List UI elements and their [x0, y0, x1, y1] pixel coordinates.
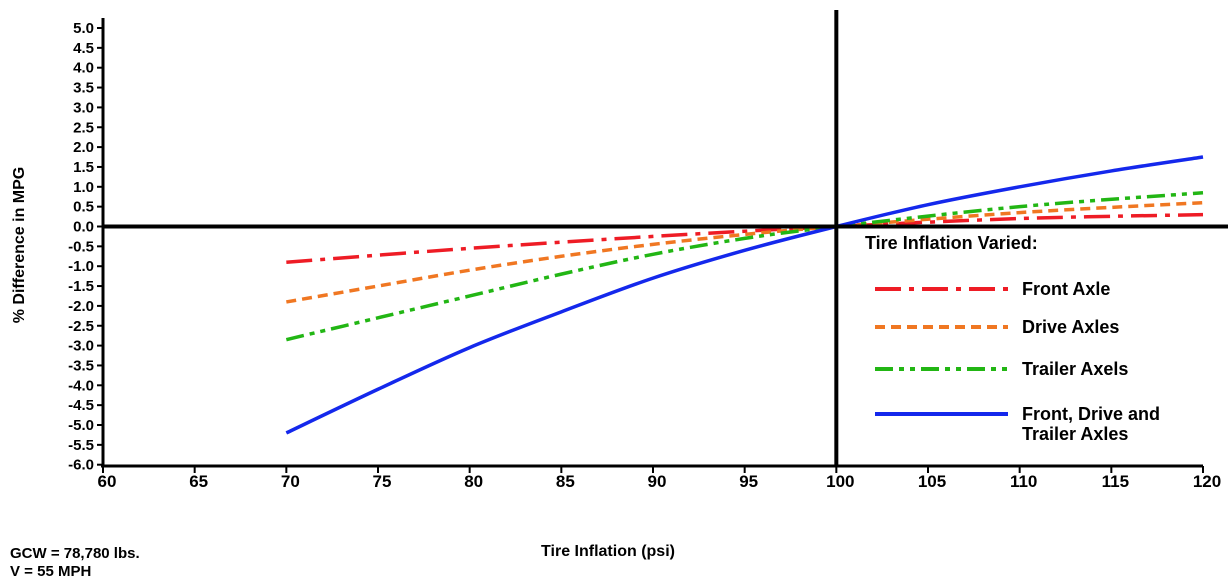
speed-note: V = 55 MPH	[10, 563, 92, 580]
x-tick-label: 100	[826, 472, 854, 491]
x-tick-label: 80	[464, 472, 483, 491]
x-tick-label: 120	[1193, 472, 1221, 491]
y-tick-label: -2.5	[68, 318, 94, 335]
y-tick-label: 0.5	[73, 199, 94, 216]
x-tick-label: 115	[1102, 472, 1129, 491]
series-line-1	[286, 200, 1204, 304]
y-tick-label: 3.0	[73, 99, 94, 116]
x-tick-label: 75	[373, 472, 392, 491]
x-tick-label: 110	[1010, 472, 1037, 491]
legend-title: Tire Inflation Varied:	[865, 233, 1038, 253]
x-axis-label: Tire Inflation (psi)	[541, 543, 675, 560]
y-tick-label: 3.5	[73, 80, 94, 97]
legend-label-2: Trailer Axels	[1022, 359, 1128, 379]
y-tick-label: -5.0	[68, 417, 94, 434]
legend-label-3: Front, Drive and Trailer Axles	[1022, 404, 1160, 444]
x-tick-label: 105	[918, 472, 946, 491]
gcw-note: GCW = 78,780 lbs.	[10, 545, 140, 562]
y-tick-label: 2.5	[73, 119, 94, 136]
x-tick-label: 95	[739, 472, 758, 491]
y-tick-label: -1.5	[68, 278, 94, 295]
x-tick-label: 70	[281, 472, 300, 491]
y-tick-label: -2.0	[68, 298, 94, 315]
y-tick-label: -1.0	[68, 258, 94, 275]
y-tick-label: -6.0	[68, 457, 94, 474]
x-tick-label: 85	[556, 472, 575, 491]
x-tick-label: 90	[648, 472, 667, 491]
y-tick-label: 4.5	[73, 40, 94, 57]
y-tick-label: -5.5	[68, 437, 94, 454]
series-line-3	[285, 155, 1204, 435]
y-tick-label: 2.0	[73, 139, 94, 156]
y-tick-label: 4.0	[73, 60, 94, 77]
y-tick-label: -4.0	[68, 377, 94, 394]
series-line-2	[285, 191, 1204, 342]
y-tick-label: -3.0	[68, 338, 94, 355]
x-tick-label: 65	[189, 472, 208, 491]
y-tick-label: -4.5	[68, 397, 94, 414]
x-tick-label: 60	[98, 472, 117, 491]
series-line-0	[286, 212, 1204, 264]
y-tick-label: 1.5	[73, 159, 94, 176]
y-axis-label: % Difference in MPG	[11, 167, 28, 323]
y-tick-label: -3.5	[68, 357, 94, 374]
y-tick-label: 1.0	[73, 179, 94, 196]
legend-label-1: Drive Axles	[1022, 317, 1119, 337]
legend-label-0: Front Axle	[1022, 279, 1110, 299]
y-tick-label: 5.0	[73, 20, 94, 37]
y-tick-label: 0.0	[73, 219, 94, 236]
y-tick-label: -0.5	[68, 238, 94, 255]
